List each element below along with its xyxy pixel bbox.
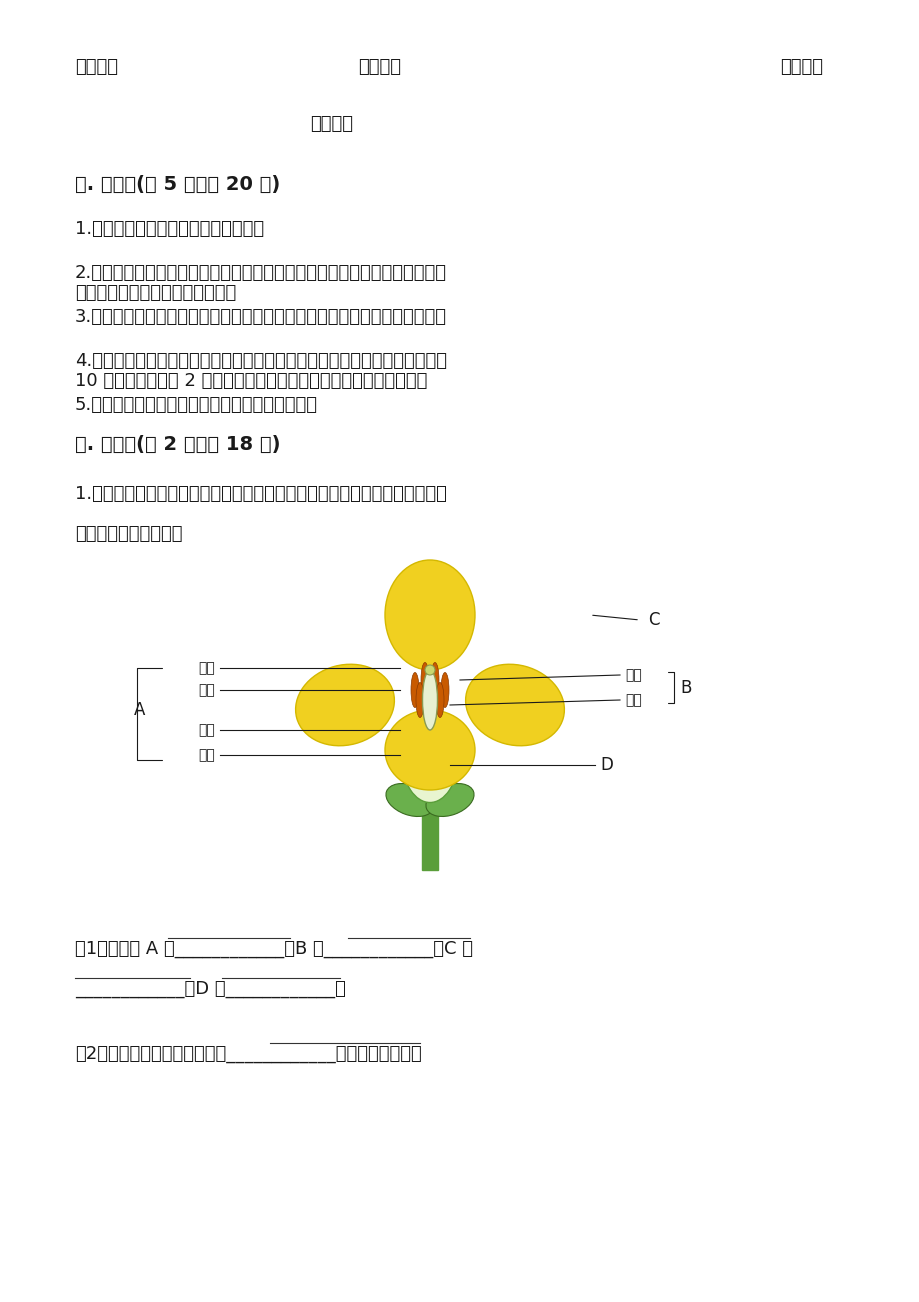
- Text: 弹力传播: 弹力传播: [358, 59, 401, 76]
- Ellipse shape: [411, 673, 418, 707]
- Text: 花柱: 花柱: [198, 684, 215, 697]
- Text: ____________，D 是____________。: ____________，D 是____________。: [75, 980, 346, 999]
- Text: 3.植物与我们的生活密切相关，那么植物资源可以分成哪几类呢？举例说明。: 3.植物与我们的生活密切相关，那么植物资源可以分成哪几类呢？举例说明。: [75, 309, 447, 326]
- Text: 五. 简答题(共 5 题，共 20 分): 五. 简答题(共 5 题，共 20 分): [75, 174, 280, 194]
- Text: 来飞去，这对油菜花有什么好处？: 来飞去，这对油菜花有什么好处？: [75, 284, 236, 302]
- Text: D: D: [599, 756, 612, 773]
- Text: 子房: 子房: [198, 723, 215, 737]
- Text: 1.绿色开花植物一生会经历那些过程？: 1.绿色开花植物一生会经历那些过程？: [75, 220, 264, 238]
- Text: 柱头: 柱头: [198, 661, 215, 674]
- Text: 胚珠: 胚珠: [198, 749, 215, 762]
- Text: 4.小美在自己家的屋后种了一株黄瓜，每天细心观察，她发现这株黄瓜共开了: 4.小美在自己家的屋后种了一株黄瓜，每天细心观察，她发现这株黄瓜共开了: [75, 352, 447, 370]
- Text: 2.为了更好地研究油菜花，我们还可以到野外油菜地去，油菜地里总有蜜蜂飞: 2.为了更好地研究油菜花，我们还可以到野外油菜地去，油菜地里总有蜜蜂飞: [75, 264, 447, 283]
- Ellipse shape: [425, 665, 435, 674]
- Ellipse shape: [425, 784, 473, 816]
- Ellipse shape: [386, 784, 434, 816]
- Text: 完成对油菜花的探究。: 完成对油菜花的探究。: [75, 525, 182, 543]
- Text: （1）上图中 A 是____________，B 是____________，C 是: （1）上图中 A 是____________，B 是____________，C…: [75, 940, 472, 958]
- Text: 水力传播: 水力传播: [310, 115, 353, 133]
- Text: 风力传播: 风力传播: [75, 59, 118, 76]
- Ellipse shape: [384, 560, 474, 671]
- Ellipse shape: [421, 663, 428, 698]
- Ellipse shape: [384, 710, 474, 790]
- Text: 1.春天遍地是金黄的油菜花，图图来到油菜花田里观察油菜花，请你和她一起: 1.春天遍地是金黄的油菜花，图图来到油菜花田里观察油菜花，请你和她一起: [75, 486, 447, 503]
- Ellipse shape: [295, 664, 394, 746]
- Ellipse shape: [436, 682, 444, 717]
- Ellipse shape: [415, 682, 424, 717]
- Text: C: C: [647, 611, 659, 629]
- Text: A: A: [134, 700, 145, 719]
- Text: B: B: [679, 680, 690, 697]
- Text: （2）解剖油菜花的正确顺序是____________（用字母表示）。: （2）解剖油菜花的正确顺序是____________（用字母表示）。: [75, 1046, 421, 1062]
- Ellipse shape: [422, 671, 437, 730]
- Text: 花药: 花药: [624, 668, 641, 682]
- Polygon shape: [422, 810, 437, 870]
- Ellipse shape: [465, 664, 563, 746]
- Text: 5.我们看到了什么现象确信植物的绿叶蒸腾水分？: 5.我们看到了什么现象确信植物的绿叶蒸腾水分？: [75, 396, 318, 414]
- Text: 六. 综合题(共 2 题，共 18 分): 六. 综合题(共 2 题，共 18 分): [75, 435, 280, 454]
- Ellipse shape: [440, 673, 448, 707]
- Text: 10 朵花，但只结了 2 根黄瓜。请你运用所学的知识来解释这一现象。: 10 朵花，但只结了 2 根黄瓜。请你运用所学的知识来解释这一现象。: [75, 372, 427, 391]
- Ellipse shape: [430, 663, 438, 698]
- Text: 花丝: 花丝: [624, 693, 641, 707]
- Ellipse shape: [403, 717, 457, 802]
- Text: 动物传播: 动物传播: [779, 59, 823, 76]
